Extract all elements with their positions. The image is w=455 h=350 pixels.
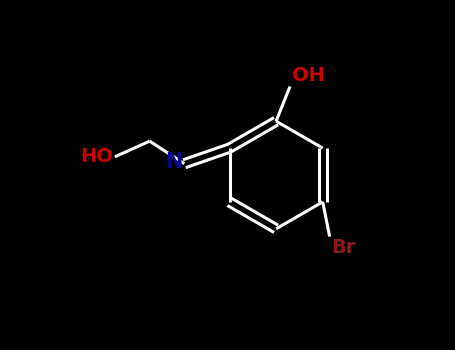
Text: HO: HO [81,147,113,166]
Text: OH: OH [292,66,324,85]
Text: N: N [165,152,182,172]
Text: Br: Br [331,238,356,257]
